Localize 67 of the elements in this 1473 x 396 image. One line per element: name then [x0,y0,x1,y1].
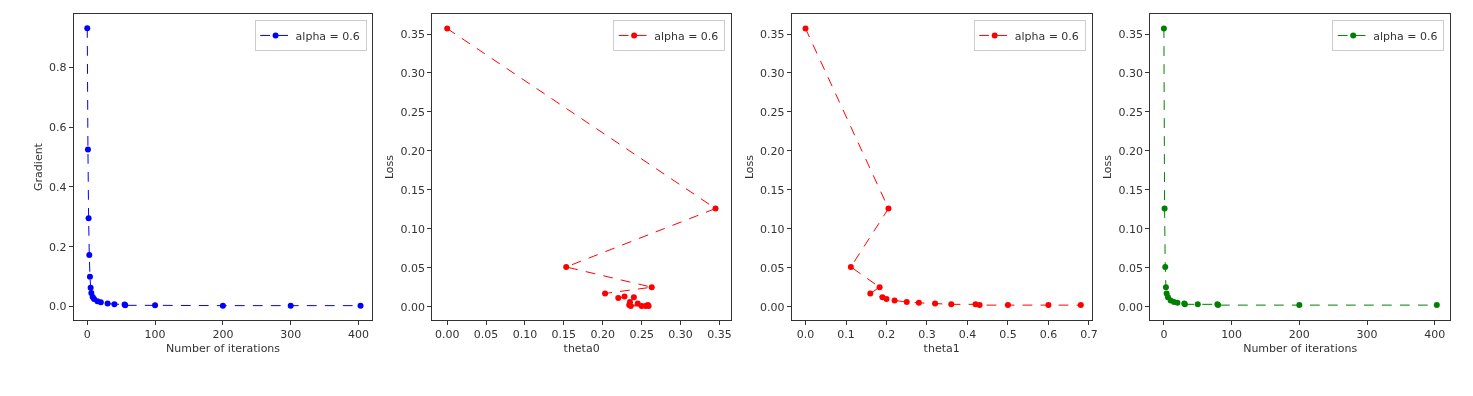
x-tick-label: 0.35 [707,328,732,342]
x-tick-label: 300 [1356,328,1378,342]
x-tick-label: 0.3 [918,328,936,342]
x-tick-label: 0.25 [629,328,654,342]
y-tick-label: 0.00 [760,300,785,314]
x-tick-label: 0 [83,328,91,342]
x-tick-label: 300 [280,328,302,342]
y-axis-title: Loss [1101,154,1115,180]
y-tick-label: 0.05 [1118,261,1144,275]
y-tick-label: 0.10 [400,222,426,236]
y-tick-label: 0.30 [1118,66,1144,80]
legend-label: alpha = 0.6 [1373,29,1438,43]
x-tick-label: 0.7 [1080,328,1098,342]
y-tick-label: 0.6 [49,120,67,134]
y-axis-title: Loss [383,154,397,180]
y-tick-label: 0.8 [49,61,67,75]
y-tick-label: 0.35 [760,27,785,41]
y-tick-label: 0.20 [1118,144,1144,158]
y-tick-label: 0.25 [400,105,426,119]
x-tick-label: 0.10 [512,328,538,342]
x-tick-label: 0.0 [796,328,815,342]
x-tick-label: 200 [212,328,234,342]
x-tick-label: 400 [1424,328,1446,342]
x-tick-label: 0.4 [958,328,977,342]
y-tick-label: 0.20 [400,144,426,158]
legend-label: alpha = 0.6 [1014,29,1079,43]
x-tick-label: 200 [1288,328,1310,342]
y-tick-label: 0.10 [760,222,785,236]
x-tick-label: 400 [348,328,370,342]
x-axis-title: Number of iterations [166,342,281,356]
y-tick-label: 0.35 [1118,27,1144,41]
y-tick-label: 0.15 [400,183,426,197]
y-tick-label: 0.25 [760,105,785,119]
y-tick-label: 0.05 [760,261,785,275]
x-axis-title: theta1 [923,342,960,356]
y-tick-label: 0.0 [49,300,67,314]
x-axis-title: Number of iterations [1243,342,1358,356]
y-tick-label: 0.35 [400,27,426,41]
y-tick-label: 0.25 [1118,105,1144,119]
y-tick-label: 0.15 [1118,183,1144,197]
y-axis-title: Loss [742,154,756,180]
y-axis-title: Gradient [31,142,45,191]
y-tick-label: 0.15 [760,183,785,197]
x-tick-label: 0.2 [877,328,896,342]
x-tick-label: 0.05 [473,328,499,342]
x-tick-label: 0.6 [1039,328,1058,342]
x-tick-label: 100 [1221,328,1243,342]
y-tick-label: 0.2 [49,240,67,254]
x-tick-label: 0.1 [837,328,855,342]
x-tick-label: 0 [1160,328,1168,342]
x-tick-label: 0.00 [434,328,460,342]
y-tick-label: 0.20 [760,144,785,158]
y-tick-label: 0.4 [49,180,67,194]
legend-label: alpha = 0.6 [295,29,360,43]
legend-label: alpha = 0.6 [654,29,719,43]
y-tick-label: 0.30 [760,66,785,80]
y-tick-label: 0.30 [400,66,426,80]
y-tick-label: 0.10 [1118,222,1144,236]
x-tick-label: 100 [144,328,166,342]
x-tick-label: 0.5 [999,328,1017,342]
y-tick-label: 0.05 [400,261,426,275]
y-tick-label: 0.00 [1118,300,1144,314]
y-tick-label: 0.00 [400,300,426,314]
x-axis-title: theta0 [563,342,600,356]
x-tick-label: 0.15 [551,328,577,342]
x-tick-label: 0.20 [590,328,615,342]
x-tick-label: 0.30 [668,328,693,342]
